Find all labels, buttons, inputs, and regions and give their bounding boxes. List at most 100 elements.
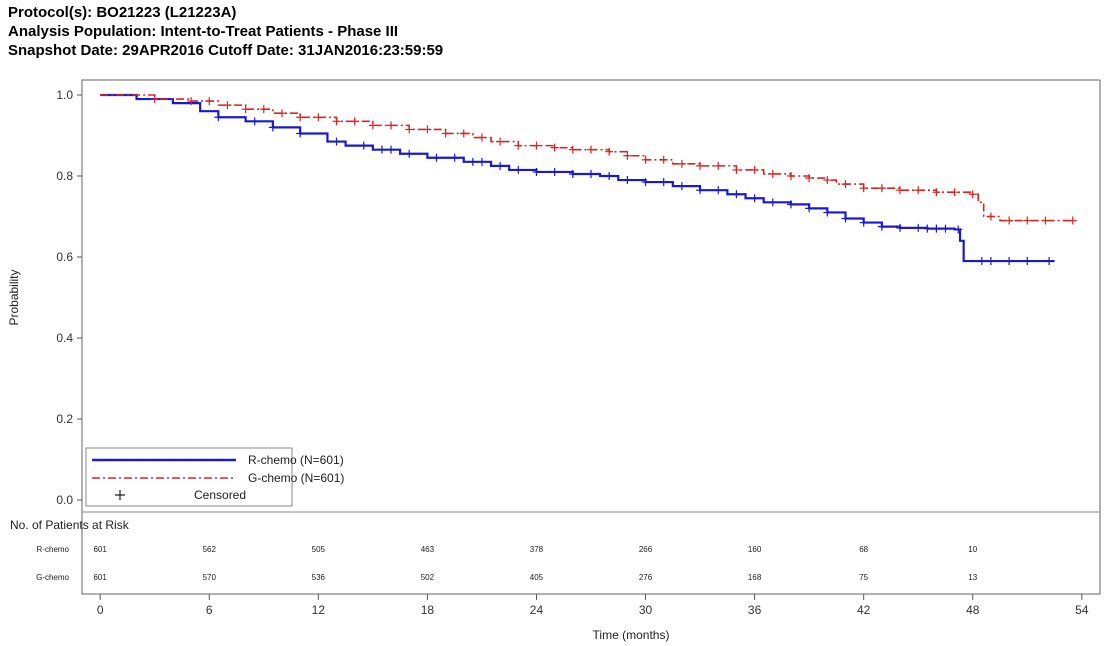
protocol-title: Protocol(s): BO21223 (L21223A): [8, 4, 237, 21]
g-chemo-censor-mark: [241, 105, 250, 114]
x-tick-label: 48: [966, 603, 980, 617]
r-chemo-censor-mark: [877, 222, 886, 231]
g-chemo-censor-mark: [786, 172, 795, 180]
r-chemo-censor-mark: [823, 208, 832, 217]
x-tick-label: 30: [639, 603, 653, 617]
g-chemo-censor-mark: [605, 147, 614, 156]
risk-value: 562: [203, 545, 217, 554]
g-chemo-censor-mark: [677, 159, 686, 168]
g-chemo-censor-mark: [932, 188, 941, 197]
g-chemo-censor-mark: [387, 121, 396, 130]
g-chemo-curve: [100, 94, 1073, 222]
r-chemo-censor-mark: [477, 157, 486, 166]
y-axis-label: Probability: [7, 269, 21, 325]
plot-frame: [81, 79, 1101, 595]
r-chemo-censor-mark: [805, 204, 814, 213]
r-chemo-censor-mark: [496, 161, 505, 170]
risk-value: 266: [639, 545, 653, 554]
risk-value: 13: [968, 573, 977, 582]
r-chemo-censor-mark: [677, 182, 686, 191]
g-chemo-censor-mark: [423, 125, 432, 134]
r-chemo-censor-mark: [859, 218, 868, 227]
g-chemo-censor-mark: [714, 161, 723, 170]
g-chemo-censor-mark: [568, 145, 577, 154]
legend-r-chemo-label: R-chemo (N=601): [248, 453, 344, 467]
g-chemo-censor-mark: [659, 155, 668, 164]
r-chemo-censor-mark: [359, 141, 368, 150]
r-chemo-censor-mark: [405, 149, 414, 158]
x-tick-label: 18: [421, 603, 435, 617]
r-chemo-censor-mark: [732, 190, 741, 199]
g-chemo-censor-mark: [623, 151, 632, 160]
g-chemo-censor-mark: [914, 186, 923, 195]
r-chemo-censor-mark: [514, 165, 523, 174]
g-chemo-censor-mark: [732, 165, 741, 174]
r-chemo-censor-mark: [954, 225, 963, 234]
risk-value: 536: [312, 573, 326, 582]
g-chemo-censor-mark: [823, 176, 832, 185]
risk-value: 10: [968, 545, 977, 554]
g-chemo-censor-mark: [841, 180, 850, 189]
x-tick-label: 36: [748, 603, 762, 617]
g-chemo-censor-mark: [314, 113, 323, 122]
risk-value: 405: [530, 573, 544, 582]
g-chemo-censor-mark: [405, 125, 414, 134]
r-chemo-censor-mark: [841, 214, 850, 223]
g-chemo-censor-mark: [187, 97, 196, 106]
risk-value: 168: [748, 573, 762, 582]
g-chemo-censor-mark: [805, 174, 814, 183]
g-chemo-censor-mark: [1023, 216, 1032, 225]
g-chemo-censor-mark: [205, 97, 214, 106]
risk-value: 601: [93, 545, 107, 554]
risk-value: 505: [312, 545, 326, 554]
x-axis-label: Time (months): [593, 628, 670, 642]
g-chemo-censor-mark: [223, 101, 232, 110]
r-chemo-censor-mark: [750, 194, 759, 203]
r-chemo-censor-mark: [786, 200, 795, 209]
g-chemo-censor-mark: [368, 121, 377, 130]
r-chemo-censor-mark: [986, 257, 995, 266]
g-chemo-censor-mark: [350, 117, 359, 126]
r-chemo-censor-mark: [941, 224, 950, 233]
x-tick-label: 12: [312, 603, 326, 617]
r-chemo-curve: [100, 93, 1055, 263]
r-chemo-censor-mark: [432, 153, 441, 162]
risk-value: 276: [639, 573, 653, 582]
legend-censored-symbol: [115, 490, 125, 500]
r-chemo-censor-mark: [214, 113, 223, 122]
g-chemo-censor-mark: [459, 129, 468, 138]
r-chemo-censor-mark: [914, 223, 923, 232]
risk-value: 570: [203, 573, 217, 582]
r-chemo-censor-mark: [587, 169, 595, 178]
r-chemo-censor-mark: [332, 137, 341, 146]
x-tick-label: 54: [1075, 603, 1089, 617]
g-chemo-censor-mark: [641, 155, 650, 164]
y-tick-label: 0.0: [56, 493, 73, 507]
g-chemo-censor-mark: [877, 184, 886, 193]
y-tick-label: 0.4: [56, 331, 73, 345]
r-chemo-censor-mark: [250, 117, 259, 126]
risk-value: 160: [748, 545, 762, 554]
r-chemo-censor-mark: [1045, 257, 1054, 266]
r-chemo-censor-mark: [568, 169, 577, 178]
g-chemo-censor-mark: [150, 95, 159, 104]
risk-value: 502: [421, 573, 435, 582]
g-chemo-censor-mark: [259, 105, 268, 114]
g-chemo-censor-mark: [550, 143, 559, 152]
r-chemo-censor-mark: [268, 123, 277, 132]
r-chemo-censor-mark: [450, 153, 459, 162]
r-chemo-censor-mark: [377, 145, 386, 154]
x-tick-label: 6: [206, 603, 213, 617]
r-chemo-censor-mark: [641, 178, 650, 187]
g-chemo-censor-mark: [532, 141, 541, 150]
y-tick-label: 1.0: [56, 88, 73, 102]
r-chemo-censor-mark: [659, 178, 668, 187]
g-chemo-censor-mark: [768, 169, 777, 178]
r-chemo-censor-mark: [623, 176, 632, 185]
risk-value: 68: [859, 545, 868, 554]
g-chemo-censor-mark: [441, 129, 450, 138]
x-tick-label: 42: [857, 603, 871, 617]
g-chemo-censor-mark: [332, 117, 341, 126]
r-chemo-censor-mark: [696, 186, 705, 195]
